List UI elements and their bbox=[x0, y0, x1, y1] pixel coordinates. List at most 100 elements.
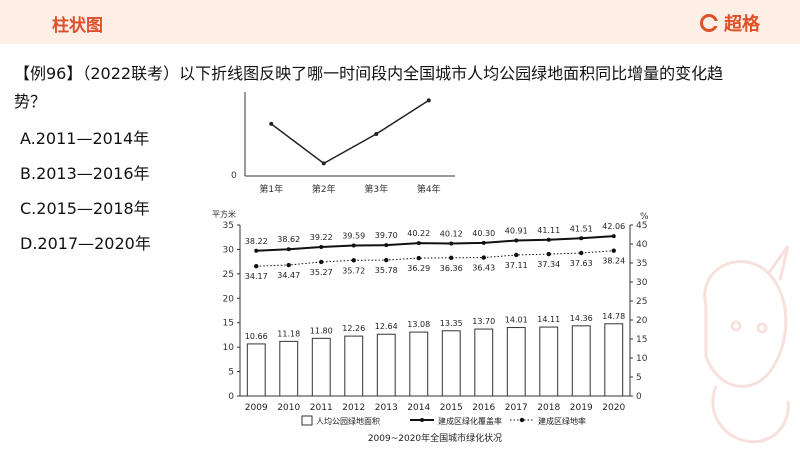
green-rate-value-label: 35.78 bbox=[375, 266, 398, 275]
legend-coverage-label: 建成区绿化覆盖率 bbox=[438, 416, 502, 426]
coverage-value-label: 39.22 bbox=[310, 233, 333, 242]
coverage-value-label: 38.62 bbox=[277, 235, 300, 244]
x-tick-label: 2017 bbox=[505, 403, 528, 413]
coverage-point bbox=[319, 244, 324, 249]
green-rate-value-label: 36.43 bbox=[472, 264, 495, 273]
y-left-tick-label: 0 bbox=[228, 392, 234, 402]
y-left-tick-label: 25 bbox=[223, 270, 234, 280]
y-left-tick-label: 15 bbox=[223, 319, 234, 329]
green-rate-value-label: 34.47 bbox=[277, 271, 300, 280]
coverage-value-label: 39.70 bbox=[375, 231, 398, 240]
brand-logo: 超格 bbox=[700, 10, 760, 36]
x-tick-label: 2010 bbox=[277, 403, 300, 413]
bar-value-label: 12.64 bbox=[375, 322, 398, 331]
greening-combo-chart: 平方米 % 0 5 10 15 20 25 30 35 0 5 10 15 20 25 30 35 40 45 10.6… bbox=[212, 209, 649, 444]
y-left-tick-label: 5 bbox=[228, 368, 234, 378]
bar bbox=[474, 328, 494, 397]
x-tick-label: 2012 bbox=[342, 403, 365, 413]
chart-title: 2009~2020年全国城市绿化状况 bbox=[368, 432, 502, 444]
bar-value-label: 11.18 bbox=[277, 329, 300, 338]
coverage-value-label: 40.22 bbox=[407, 229, 430, 238]
coverage-point bbox=[351, 243, 356, 248]
coverage-point bbox=[254, 248, 259, 253]
bar bbox=[246, 343, 266, 397]
legend-coverage-marker bbox=[420, 418, 424, 422]
x-tick-label: 第4年 bbox=[417, 183, 441, 195]
bar-value-label: 13.35 bbox=[440, 319, 463, 328]
green-rate-point bbox=[449, 255, 454, 261]
bar-value-label: 14.78 bbox=[602, 312, 625, 321]
bar bbox=[571, 325, 591, 397]
y-right-tick-label: 45 bbox=[636, 221, 647, 231]
legend-green-marker bbox=[519, 417, 525, 423]
x-tick-label: 第3年 bbox=[364, 183, 388, 195]
option-b[interactable]: B.2013—2016年 bbox=[20, 164, 150, 183]
bar bbox=[344, 335, 364, 397]
data-point bbox=[269, 121, 274, 126]
brand-name: 超格 bbox=[724, 14, 760, 35]
bar-value-label: 10.66 bbox=[245, 332, 268, 341]
green-rate-point bbox=[384, 257, 389, 263]
green-rate-value-label: 37.34 bbox=[537, 260, 560, 269]
green-rate-value-label: 34.17 bbox=[245, 272, 268, 281]
green-rate-point bbox=[351, 258, 356, 263]
option-d[interactable]: D.2017—2020年 bbox=[20, 234, 151, 253]
bar bbox=[279, 340, 299, 397]
legend-bar-label: 人均公园绿地面积 bbox=[316, 416, 380, 426]
x-tick-label: 2013 bbox=[375, 403, 398, 413]
green-rate-value-label: 35.72 bbox=[342, 266, 365, 275]
legend-bar-swatch bbox=[301, 415, 313, 426]
y-right-tick-label: 0 bbox=[636, 392, 642, 402]
green-rate-value-label: 35.27 bbox=[310, 268, 333, 277]
y-right-tick-label: 30 bbox=[636, 278, 648, 288]
bar bbox=[441, 330, 461, 397]
y-right-unit: % bbox=[640, 212, 649, 222]
option-a[interactable]: A.2011—2014年 bbox=[20, 129, 150, 148]
green-rate-point bbox=[611, 248, 616, 253]
coverage-value-label: 39.59 bbox=[342, 232, 365, 241]
option-c[interactable]: C.2015—2018年 bbox=[20, 199, 150, 218]
x-tick-label: 2009 bbox=[245, 403, 268, 413]
origin-label: 0 bbox=[231, 171, 237, 181]
green-rate-point bbox=[546, 251, 551, 257]
x-tick-label: 第2年 bbox=[312, 183, 336, 195]
x-tick-label: 2016 bbox=[472, 403, 495, 413]
bar-value-label: 13.70 bbox=[472, 317, 495, 326]
green-rate-point bbox=[481, 255, 486, 260]
green-rate-value-label: 38.24 bbox=[602, 257, 625, 266]
y-right-tick-label: 5 bbox=[636, 373, 642, 383]
green-rate-point bbox=[286, 262, 291, 268]
bar-value-label: 14.01 bbox=[505, 316, 528, 325]
y-right-tick-label: 15 bbox=[636, 335, 647, 345]
header-bar: 柱状图 超格 bbox=[0, 0, 800, 44]
coverage-point bbox=[286, 247, 291, 252]
data-point bbox=[321, 161, 326, 166]
bar bbox=[506, 327, 526, 397]
coverage-point bbox=[611, 234, 616, 239]
y-left-unit: 平方米 bbox=[212, 209, 236, 219]
green-rate-point bbox=[319, 259, 324, 265]
coverage-value-label: 41.11 bbox=[537, 226, 560, 235]
page-title: 柱状图 bbox=[52, 16, 103, 36]
bar-value-label: 13.08 bbox=[407, 320, 430, 329]
coverage-value-label: 42.06 bbox=[602, 222, 625, 231]
coverage-point bbox=[384, 243, 389, 248]
coverage-point bbox=[481, 240, 486, 245]
data-point bbox=[374, 132, 379, 136]
coverage-value-label: 40.30 bbox=[472, 229, 495, 238]
y-right-tick-label: 40 bbox=[636, 240, 648, 250]
y-left-tick-label: 10 bbox=[223, 343, 235, 353]
series-line bbox=[270, 99, 430, 165]
green-rate-point bbox=[514, 252, 519, 258]
green-rate-point bbox=[579, 250, 584, 256]
bar-value-label: 12.26 bbox=[342, 324, 365, 333]
y-right-tick-label: 25 bbox=[636, 297, 647, 307]
green-rate-point bbox=[254, 263, 259, 269]
coverage-value-label: 41.51 bbox=[570, 224, 593, 233]
y-left-tick-label: 20 bbox=[223, 294, 235, 304]
coverage-point bbox=[579, 236, 584, 241]
x-tick-label: 2018 bbox=[537, 403, 560, 413]
mini-line-chart: 0 第1年 第2年 第3年 第4年 bbox=[231, 92, 455, 195]
y-right-tick-label: 20 bbox=[636, 316, 648, 326]
coverage-line bbox=[256, 235, 614, 252]
